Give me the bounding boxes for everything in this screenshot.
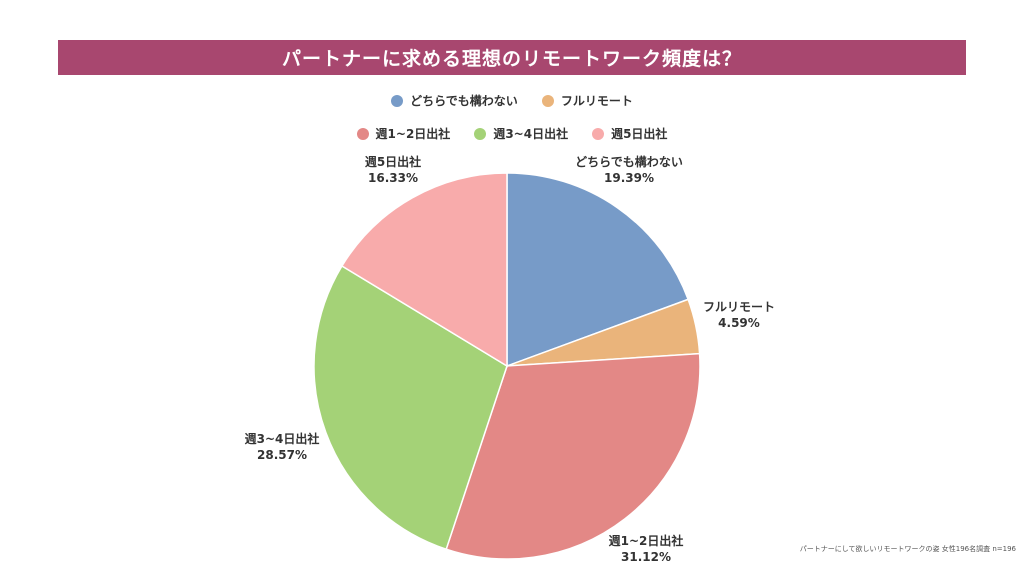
slice-label-1-2-days: 週1~2日出社: [609, 533, 684, 548]
legend-item-3-4-days: 週3~4日出社: [474, 125, 568, 142]
pie-slice-5-days: [340, 172, 508, 368]
slice-label-full-remote: フルリモート: [703, 300, 775, 314]
pie-slice-1-2-days: [445, 352, 701, 560]
legend-item-either: どちらでも構わない: [391, 92, 518, 109]
legend-label-1-2-days: 週1~2日出社: [375, 127, 451, 141]
legend-label-5-days: 週5日出社: [611, 127, 668, 141]
legend-item-full-remote: フルリモート: [541, 92, 633, 109]
legend-item-1-2-days: 週1~2日出社: [356, 125, 451, 142]
slice-label-5-days: 週5日出社: [365, 154, 421, 169]
legend-swatch-either: [391, 94, 404, 107]
legend-item-5-days: 週5日出社: [592, 125, 667, 142]
chart-title: パートナーに求める理想のリモートワーク頻度は？: [58, 40, 966, 75]
legend-label-either: どちらでも構わない: [410, 94, 518, 108]
legend-swatch-3-4-days: [474, 127, 487, 140]
slice-value-1-2-days: 31.12%: [621, 550, 671, 564]
pie-slice-either: [506, 172, 690, 368]
slice-label-either: どちらでも構わない: [575, 154, 683, 169]
legend-label-full-remote: フルリモート: [560, 94, 633, 108]
legend-swatch-full-remote: [541, 94, 554, 107]
slice-value-either: 19.39%: [604, 171, 654, 185]
legend-label-3-4-days: 週3~4日出社: [493, 127, 569, 141]
slice-value-full-remote: 4.59%: [718, 316, 760, 330]
legend-swatch-5-days: [592, 127, 605, 140]
legend-row-1: どちらでも構わない フルリモート: [0, 92, 1024, 109]
slice-label-3-4-days: 週3~4日出社: [245, 431, 320, 446]
footnote: パートナーにして欲しいリモートワークの姿 女性196名調査 n=196: [799, 545, 1016, 553]
slice-value-3-4-days: 28.57%: [257, 448, 307, 462]
slice-value-5-days: 16.33%: [368, 171, 418, 185]
legend-swatch-1-2-days: [356, 127, 369, 140]
legend-row-2: 週1~2日出社 週3~4日出社 週5日出社: [0, 125, 1024, 142]
